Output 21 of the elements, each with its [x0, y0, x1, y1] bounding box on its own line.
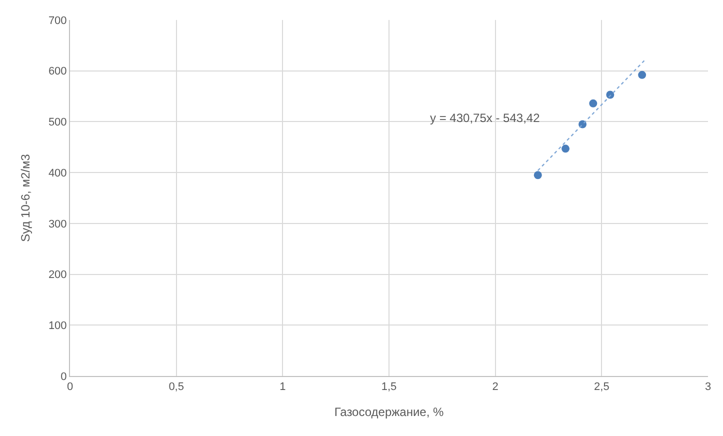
point [589, 99, 598, 108]
y-tick-label: 700 [48, 14, 67, 27]
y-tick-label: 200 [48, 269, 67, 282]
point [534, 171, 542, 180]
x-tick-label: 3 [704, 381, 712, 394]
y-tick-label: 300 [48, 218, 67, 230]
x-tick-label: 1,5 [381, 381, 397, 394]
y-tick-label: 500 [48, 116, 67, 129]
x-tick-label: 1 [280, 381, 286, 394]
annotation: y = 430,75x - 543,42 [430, 111, 540, 125]
y-tick-label: 100 [48, 320, 67, 332]
x-tick-label: 2 [492, 381, 498, 394]
y-tick-label: 600 [48, 66, 67, 78]
x-tick-label: 0,5 [168, 381, 184, 394]
point [638, 70, 646, 79]
x-axis-title: Газосодержание, % [334, 405, 444, 420]
point [562, 144, 570, 153]
y-tick-label: 400 [48, 167, 67, 180]
y-tick-label: 0 [60, 370, 67, 383]
y-axis-title: Sуд 10-6, м2/м3 [18, 154, 33, 242]
x-tick-label: 2,5 [594, 381, 610, 394]
